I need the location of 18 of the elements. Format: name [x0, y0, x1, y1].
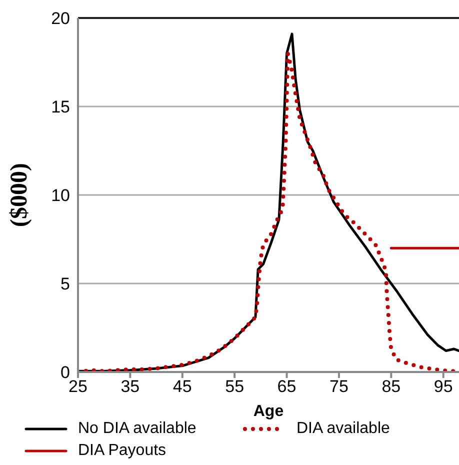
x-tick-label: 85	[382, 377, 401, 396]
x-tick-label: 35	[120, 377, 140, 396]
x-tick-label: 75	[330, 377, 348, 396]
y-tick-label: 20	[51, 9, 70, 28]
y-tick-label: 0	[60, 363, 70, 382]
x-axis-title: Age	[253, 403, 284, 420]
y-tick-label: 15	[51, 98, 70, 117]
y-axis-title: ($000)	[6, 163, 33, 227]
x-tick-label: 55	[225, 377, 244, 396]
legend-label: No DIA available	[78, 420, 196, 438]
x-tick-label: 95	[434, 377, 453, 396]
y-tick-label: 5	[60, 274, 70, 294]
x-tick-label: 25	[68, 377, 88, 396]
legend-label: DIA Payouts	[78, 442, 166, 460]
y-tick-label: 10	[51, 186, 70, 206]
x-tick-label: 65	[277, 377, 296, 396]
legend-label: DIA available	[296, 420, 390, 438]
x-tick-label: 45	[172, 377, 192, 396]
